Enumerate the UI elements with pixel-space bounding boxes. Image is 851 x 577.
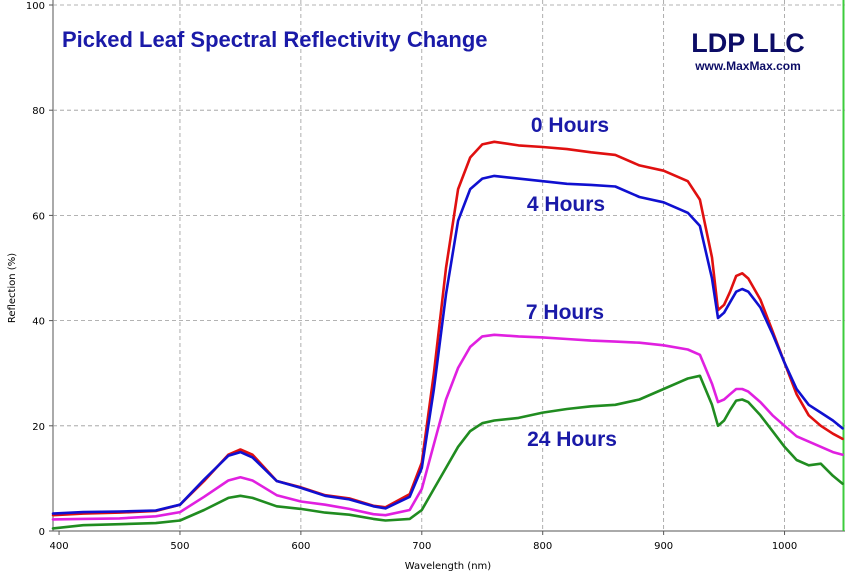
series-line-0-hours bbox=[51, 140, 844, 517]
x-tick-label: 700 bbox=[412, 541, 431, 552]
y-tick-label: 0 bbox=[39, 527, 45, 538]
y-axis-title: Reflection (%) bbox=[7, 253, 18, 323]
grid bbox=[53, 0, 845, 531]
series-line-24-hours bbox=[51, 374, 844, 530]
series-line-4-hours bbox=[51, 174, 844, 515]
series-line-7-hours bbox=[51, 333, 844, 521]
tick-labels: 400 500 600 700 800 900 1000 0 20 40 60 80 100 bbox=[26, 1, 797, 552]
brand-logo: LDP LLC bbox=[691, 28, 805, 58]
y-tick-label: 40 bbox=[32, 317, 45, 328]
y-tick-label: 100 bbox=[26, 1, 45, 12]
x-tick-label: 600 bbox=[291, 541, 310, 552]
x-axis-title: Wavelength (nm) bbox=[405, 561, 491, 572]
y-tick-label: 80 bbox=[32, 106, 45, 117]
y-tick-label: 60 bbox=[32, 211, 45, 222]
y-tick-label: 20 bbox=[32, 422, 45, 433]
x-tick-label: 800 bbox=[533, 541, 552, 552]
x-tick-label: 400 bbox=[49, 541, 68, 552]
chart-title: Picked Leaf Spectral Reflectivity Change bbox=[62, 27, 488, 52]
x-tick-label: 900 bbox=[654, 541, 673, 552]
x-tick-label: 1000 bbox=[772, 541, 797, 552]
x-tick-label: 500 bbox=[170, 541, 189, 552]
series-label-7-hours: 7 Hours bbox=[526, 301, 604, 324]
series-layer bbox=[51, 140, 844, 530]
brand-url: www.MaxMax.com bbox=[694, 59, 801, 73]
series-label-0-hours: 0 Hours bbox=[531, 114, 609, 137]
series-label-24-hours: 24 Hours bbox=[527, 428, 617, 451]
series-label-4-hours: 4 Hours bbox=[527, 193, 605, 216]
